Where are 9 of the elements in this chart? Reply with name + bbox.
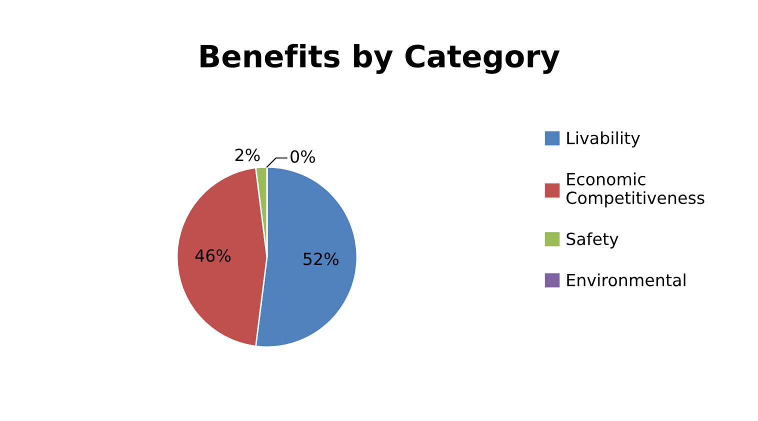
legend-label: Safety (566, 232, 618, 248)
legend-label: Livability (567, 131, 640, 148)
legend-label: Economic Competitiveness (566, 172, 704, 208)
chart-title: Benefits by Category (200, 44, 560, 74)
data-label: 46% (195, 249, 231, 262)
data-label: 2% (235, 148, 260, 162)
data-label: 52% (304, 252, 338, 266)
legend-label: Environmental (567, 273, 686, 286)
text: 0% (290, 150, 316, 163)
